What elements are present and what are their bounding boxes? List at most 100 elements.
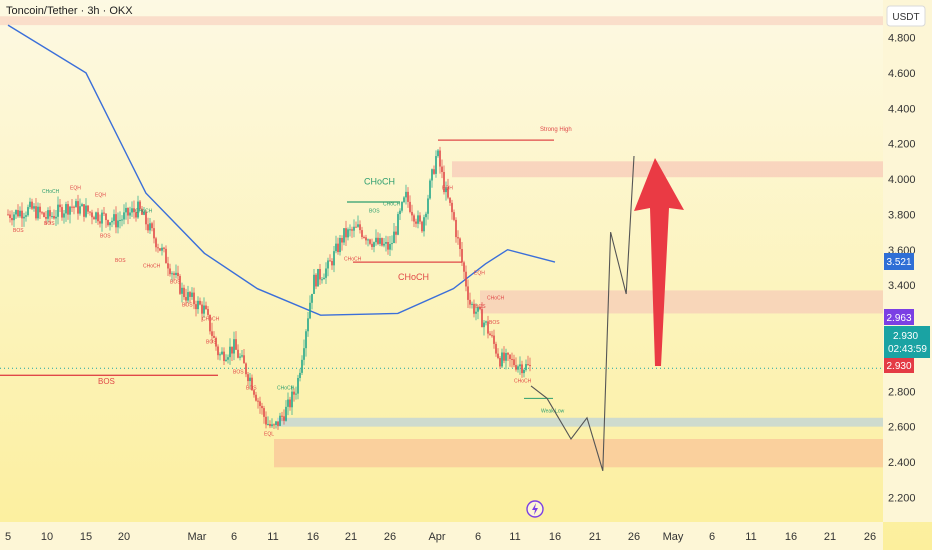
event-flash-icon[interactable] [526, 500, 544, 518]
candle-body [139, 201, 141, 209]
candle-body [109, 222, 111, 226]
x-tick-label: 11 [745, 531, 756, 543]
candle-body [471, 303, 473, 305]
candle-body [525, 364, 527, 370]
candle-body [151, 223, 153, 229]
candle-body [105, 213, 107, 221]
candle-body [19, 210, 21, 217]
y-tick-label: 2.400 [888, 457, 916, 469]
candle-body [477, 307, 479, 312]
currency-button[interactable] [886, 5, 926, 27]
x-tick-label: Mar [188, 531, 207, 543]
candle-body [79, 206, 81, 214]
candle-body [297, 377, 299, 394]
candle-body [257, 400, 259, 402]
candle-body [401, 202, 403, 211]
annotation-label: CHoCH [143, 263, 161, 269]
y-tick-label: 3.800 [888, 209, 916, 221]
candle-body [129, 212, 131, 216]
candle-body [403, 197, 405, 203]
candle-body [235, 339, 237, 350]
candle-body [217, 346, 219, 356]
candle-body [385, 242, 387, 244]
candle-body [495, 343, 497, 354]
candle-body [367, 239, 369, 241]
x-tick-label: 26 [628, 531, 640, 543]
candle-body [53, 216, 55, 219]
candle-body [499, 358, 501, 367]
candle-body [193, 292, 195, 305]
candle-body [443, 172, 445, 193]
annotation-label: CHoCH [135, 209, 153, 215]
zone-demand-orange [274, 439, 883, 468]
annotation-label: BOS [44, 221, 55, 227]
candle-body [255, 394, 257, 401]
candle-body [83, 204, 85, 217]
candle-body [425, 213, 427, 218]
candle-body [361, 230, 363, 238]
candle-body [277, 421, 279, 426]
candle-body [363, 237, 365, 239]
candle-body [163, 247, 165, 249]
ma-price-badge-text: 3.521 [886, 257, 911, 268]
y-tick-label: 4.000 [888, 174, 916, 186]
candle-body [309, 302, 311, 319]
candle-body [355, 226, 357, 228]
annotation-label: CHoCH [42, 189, 60, 195]
candle-body [327, 260, 329, 269]
time-axis[interactable] [0, 522, 883, 550]
projection-layer [530, 155, 635, 471]
candle-body [123, 212, 125, 220]
currency-label: USDT [892, 12, 919, 23]
candle-body [397, 214, 399, 235]
candle-body [381, 238, 383, 246]
candle-body [399, 210, 401, 215]
candle-body [17, 210, 19, 217]
candle-body [437, 150, 439, 157]
annotation-label: EQH [442, 186, 453, 192]
zones-layer [0, 16, 883, 468]
x-tick-label: 6 [231, 531, 237, 543]
candle-body [47, 210, 49, 219]
candle-body [259, 401, 261, 407]
annotation-label: EQH [474, 271, 485, 277]
annotation-label: BOS [170, 279, 181, 285]
candle-body [449, 197, 451, 203]
candle-body [441, 166, 443, 173]
candle-body [481, 309, 483, 328]
candle-body [119, 219, 121, 221]
zone-top-band [0, 16, 883, 26]
candle-body [181, 287, 183, 294]
candle-body [115, 214, 117, 228]
candle-body [27, 207, 29, 216]
candle-body [455, 219, 457, 238]
candle-body [99, 221, 101, 224]
candle-body [279, 415, 281, 426]
candle-body [347, 229, 349, 238]
candle-body [391, 243, 393, 245]
candle-body [201, 304, 203, 314]
y-tick-label: 2.200 [888, 492, 916, 504]
moving-average-layer [7, 24, 556, 316]
candle-body [247, 374, 249, 382]
candle-body [13, 214, 15, 221]
candle-body [167, 263, 169, 269]
zone-supply-upper [452, 161, 883, 178]
candle-body [223, 351, 225, 361]
candle-body [447, 187, 449, 198]
annotation-label: BOS [489, 320, 500, 326]
candle-body [95, 212, 97, 220]
candle-body [423, 217, 425, 232]
y-tick-label: 4.200 [888, 139, 916, 151]
candle-body [375, 237, 377, 243]
candle-body [281, 415, 283, 417]
candle-body [321, 279, 323, 281]
candle-body [147, 224, 149, 231]
candle-body [483, 322, 485, 328]
candle-body [191, 292, 193, 297]
candle-body [91, 212, 93, 218]
candle-body [433, 169, 435, 174]
moving-average-line [7, 24, 556, 316]
candle-body [137, 201, 139, 218]
